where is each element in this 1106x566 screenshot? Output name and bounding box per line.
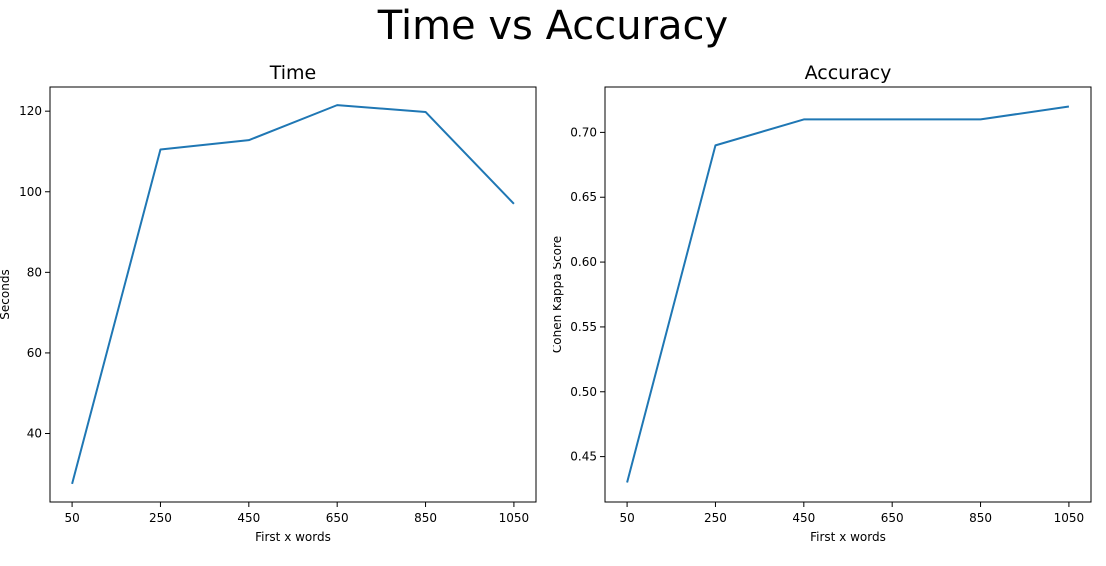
plot-frame: [604, 86, 1092, 503]
y-tick-label: 120: [19, 104, 42, 118]
y-tick-label: 0.70: [570, 125, 597, 139]
y-axis-label: Seconds: [0, 269, 12, 319]
x-tick-label: 50: [619, 511, 634, 525]
x-tick-label: 250: [704, 511, 727, 525]
x-tick-label: 50: [64, 511, 79, 525]
y-axis-label: Cohen Kappa Score: [553, 236, 564, 353]
y-tick-label: 60: [27, 346, 42, 360]
x-axis-label: First x words: [255, 530, 331, 544]
x-tick-label: 850: [414, 511, 437, 525]
y-tick-label: 0.65: [570, 190, 597, 204]
x-tick-label: 1050: [1054, 511, 1085, 525]
chart-accuracy: Accuracy 50 250 450 650 850 1050 0.45 0.50 0.55 0.…: [553, 62, 1092, 544]
x-tick-label: 850: [969, 511, 992, 525]
y-tick-label: 0.50: [570, 385, 597, 399]
x-tick-label: 650: [881, 511, 904, 525]
series-line: [71, 104, 515, 485]
x-tick-label: 450: [792, 511, 815, 525]
x-tick-label: 1050: [499, 511, 530, 525]
figure-title: Time vs Accuracy: [377, 3, 729, 49]
x-tick-label: 250: [149, 511, 172, 525]
y-tick-label: 100: [19, 185, 42, 199]
x-axis-label: First x words: [810, 530, 886, 544]
x-tick-label: 650: [326, 511, 349, 525]
plot-frame: [49, 86, 537, 503]
x-tick-label: 450: [237, 511, 260, 525]
y-tick-label: 0.55: [570, 320, 597, 334]
chart-time: Time 50 250 450 650 850 1050 40 60 80 100 120 First …: [0, 62, 537, 544]
y-tick-label: 40: [27, 427, 42, 441]
y-tick-label: 0.60: [570, 255, 597, 269]
y-tick-label: 80: [27, 265, 42, 279]
subplot-title: Accuracy: [805, 62, 892, 84]
subplot-title: Time: [269, 62, 317, 84]
y-tick-label: 0.45: [570, 450, 597, 464]
series-line: [626, 105, 1070, 483]
